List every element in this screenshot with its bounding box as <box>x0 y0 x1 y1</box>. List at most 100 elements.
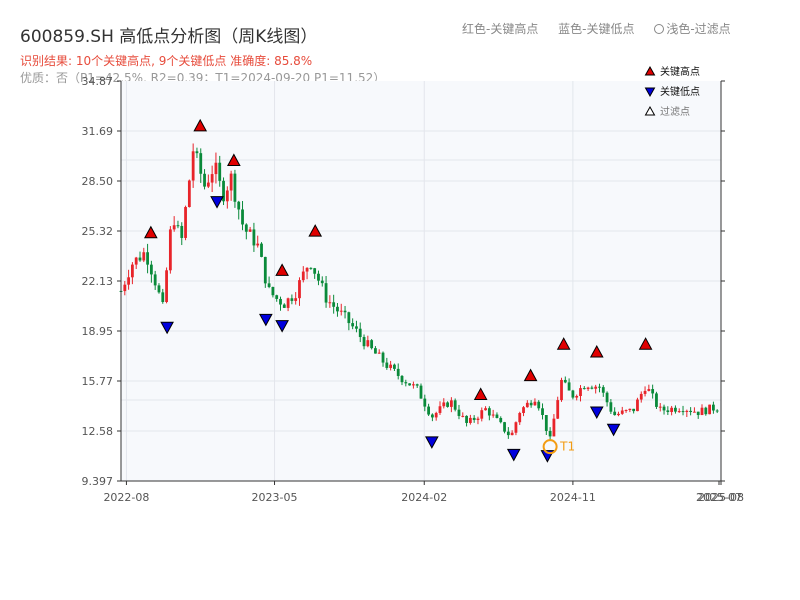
candle-body <box>438 406 442 413</box>
candle-body <box>499 417 503 423</box>
key-high-marker <box>556 337 571 350</box>
candle-body <box>579 388 582 397</box>
candle-body <box>556 400 560 419</box>
candle-body <box>651 389 655 394</box>
candle-body <box>506 431 510 436</box>
candle-body <box>389 364 393 368</box>
candle-body <box>294 298 298 301</box>
candle-body <box>146 252 149 265</box>
candle-body <box>149 264 153 275</box>
candle-body <box>412 384 415 386</box>
candle-body <box>370 340 374 349</box>
candle-body <box>700 407 704 416</box>
candle-body <box>449 400 453 407</box>
candle-body <box>677 411 681 413</box>
key-high-marker <box>473 387 488 400</box>
candle-body <box>480 410 484 419</box>
candle-body <box>586 387 590 390</box>
candle-body <box>210 174 214 183</box>
candle-body <box>544 415 548 431</box>
candle-body <box>222 180 225 202</box>
candle-body <box>715 410 719 412</box>
candle-body <box>590 387 594 389</box>
key-high-marker <box>523 368 538 382</box>
candle-body <box>609 402 613 412</box>
candle-body <box>206 182 210 187</box>
candle-body <box>647 389 651 391</box>
candle-body <box>537 401 541 409</box>
x-tick-label: 2023-05 <box>252 491 298 504</box>
candle-body <box>427 406 430 415</box>
candle-body <box>503 422 506 432</box>
candle-body <box>400 375 404 383</box>
candle-body <box>465 415 468 423</box>
candle-body <box>138 257 142 261</box>
candle-body <box>290 298 294 301</box>
key-low-marker <box>160 321 174 335</box>
candle-body <box>658 406 662 408</box>
t1-label: T1 <box>559 440 575 454</box>
candle-body <box>362 337 366 347</box>
candle-body <box>214 162 218 175</box>
y-tick-label: 18.95 <box>82 325 114 338</box>
candle-body <box>541 408 544 416</box>
y-tick-label: 15.77 <box>82 375 114 388</box>
candle-body <box>282 304 286 308</box>
candle-body <box>446 402 449 407</box>
candle-body <box>377 352 381 354</box>
y-tick-label: 34.87 <box>82 75 114 88</box>
candle-body <box>533 401 537 406</box>
candle-body <box>434 412 438 418</box>
candle-body <box>681 411 685 413</box>
y-tick-label: 25.32 <box>82 225 114 238</box>
candle-body <box>317 273 320 281</box>
candle-body <box>393 364 396 369</box>
candle-body <box>552 418 556 437</box>
candle-body <box>491 414 495 416</box>
candle-body <box>442 402 446 407</box>
y-tick-label: 9.397 <box>82 475 114 488</box>
candle-body <box>187 180 191 208</box>
legend-light-label: 浅色-过滤点 <box>666 22 731 36</box>
candle-body <box>275 295 279 299</box>
candle-body <box>529 402 533 406</box>
candle-body <box>123 284 127 292</box>
y-tick-label: 12.58 <box>82 425 114 438</box>
candle-body <box>286 298 290 308</box>
key-high-marker <box>193 118 208 132</box>
key-low-marker <box>275 320 289 333</box>
candle-body <box>260 243 263 257</box>
candle-body <box>199 153 203 174</box>
candle-body <box>355 326 358 329</box>
y-tick-label: 31.69 <box>82 125 114 138</box>
candle-body <box>358 328 362 338</box>
candle-body <box>225 190 229 202</box>
candle-body <box>704 407 708 415</box>
key-high-marker <box>308 224 323 237</box>
candle-body <box>374 348 377 354</box>
candle-body <box>522 407 525 414</box>
candle-body <box>430 414 434 418</box>
key-low-marker <box>506 448 521 462</box>
candle-body <box>241 209 244 225</box>
top-legend: 红色-关键高点 蓝色-关键低点 浅色-过滤点 <box>462 20 747 37</box>
candle-body <box>696 411 700 416</box>
candle-body <box>598 386 601 388</box>
candle-body <box>180 225 184 238</box>
candle-body <box>244 224 248 232</box>
candle-body <box>134 257 138 265</box>
candle-body <box>203 173 206 187</box>
y-tick-label: 22.13 <box>82 275 114 288</box>
candle-body <box>639 393 643 400</box>
candle-body <box>674 407 677 412</box>
key-high-marker <box>275 263 289 276</box>
candle-body <box>419 385 423 399</box>
candle-body <box>624 410 628 412</box>
candle-body <box>320 280 324 284</box>
x-tick-label: 2024-11 <box>550 491 596 504</box>
candle-body <box>601 387 605 393</box>
candle-body <box>510 432 514 436</box>
candle-body <box>218 162 222 181</box>
legend-label: 过滤点 <box>660 105 690 118</box>
